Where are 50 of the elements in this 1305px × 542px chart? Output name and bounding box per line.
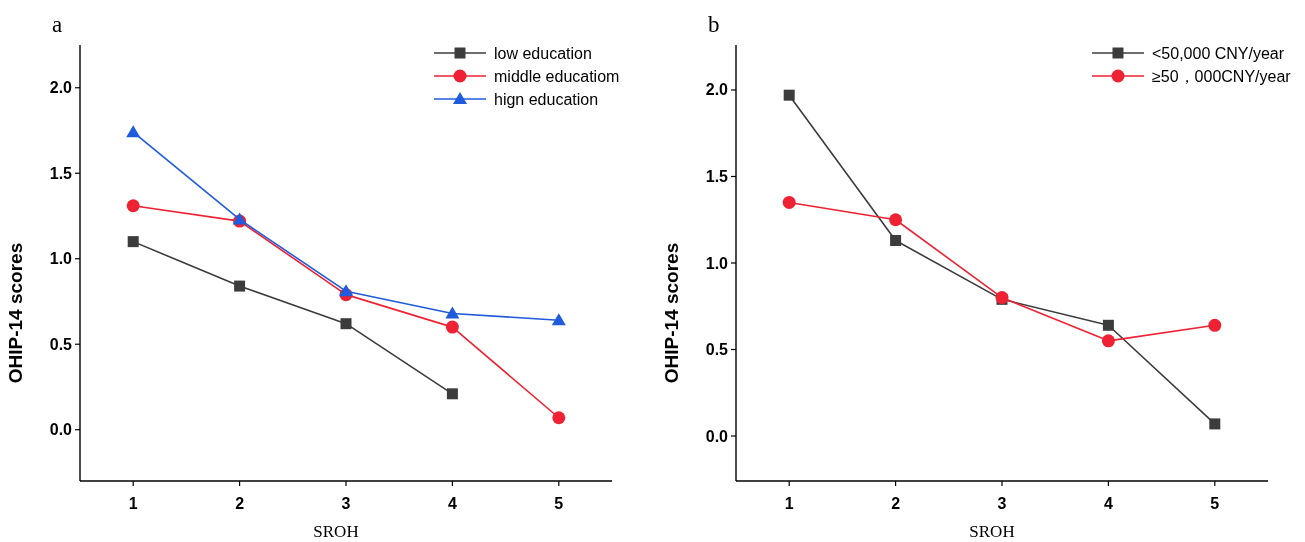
point: [127, 236, 139, 248]
point: [1209, 418, 1221, 430]
legend-label: hign education: [494, 91, 599, 108]
point: [446, 388, 458, 400]
x-tick-label: 3: [997, 495, 1007, 512]
legend-label: <50,000 CNY/year: [1152, 45, 1285, 62]
y-tick-label: 0.0: [49, 421, 73, 439]
point: [445, 306, 460, 319]
chart-title: a: [52, 12, 63, 37]
point: [234, 280, 246, 292]
y-tick-label: 1.0: [705, 254, 729, 272]
legend-label: low education: [494, 45, 592, 62]
y-tick-label: 2.0: [705, 81, 729, 99]
x-tick-label: 5: [1210, 495, 1220, 512]
point: [340, 318, 352, 330]
point: [1102, 319, 1114, 331]
point: [890, 235, 902, 247]
x-tick-label: 5: [554, 495, 564, 512]
x-axis-title: SROH: [969, 522, 1015, 541]
x-tick-label: 2: [891, 495, 901, 512]
y-axis-title: OHIP-14 scores: [661, 242, 682, 384]
point: [1101, 334, 1115, 348]
y-tick-label: 0.5: [705, 341, 729, 359]
x-tick-label: 3: [341, 495, 351, 512]
y-axis-title: OHIP-14 scores: [5, 242, 26, 384]
y-tick-label: 1.0: [49, 250, 73, 268]
point: [1208, 318, 1222, 332]
y-tick-label: 0.0: [705, 427, 729, 445]
x-tick-label: 4: [1103, 495, 1113, 512]
y-tick-label: 2.0: [49, 79, 73, 97]
point: [126, 125, 141, 138]
legend-label: middle educatiom: [494, 68, 620, 85]
x-tick-label: 2: [235, 495, 245, 512]
legend-label: ≥50，000CNY/year: [1152, 68, 1292, 85]
x-tick-label: 1: [128, 495, 138, 512]
point: [126, 199, 140, 213]
y-tick-label: 1.5: [49, 164, 73, 182]
point: [445, 320, 459, 334]
x-tick-label: 4: [447, 495, 457, 512]
point: [782, 195, 796, 209]
chart-title: b: [708, 12, 720, 37]
point: [552, 411, 566, 425]
point: [783, 89, 795, 101]
point: [551, 313, 566, 326]
x-tick-label: 1: [784, 495, 794, 512]
point: [889, 213, 903, 227]
y-tick-label: 0.5: [49, 335, 73, 353]
y-tick-label: 1.5: [705, 167, 729, 185]
x-axis-title: SROH: [313, 522, 359, 541]
point: [339, 284, 353, 297]
